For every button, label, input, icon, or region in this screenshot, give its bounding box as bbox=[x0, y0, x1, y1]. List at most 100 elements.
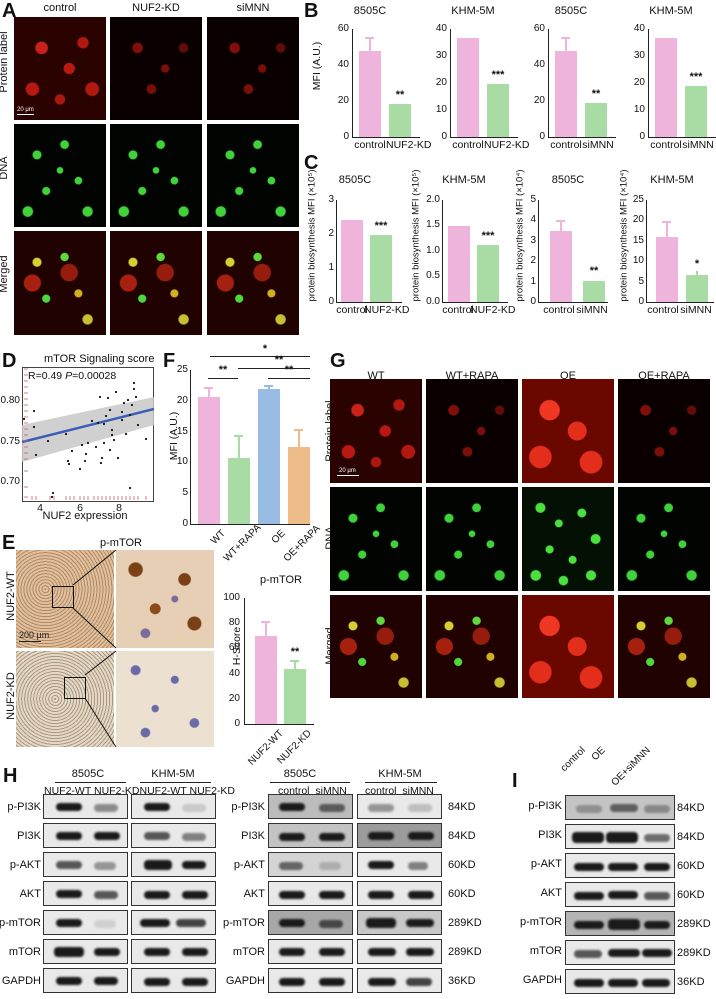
x-axis bbox=[548, 137, 616, 138]
blot-8505c-left bbox=[43, 881, 128, 906]
zoom-connector-lines bbox=[72, 550, 117, 748]
panel-a-row-protein: Protein label bbox=[0, 31, 10, 93]
bar-nuf2-kd bbox=[284, 669, 306, 724]
panel-a-image-control-protein: 20 μm bbox=[14, 17, 106, 120]
chart-title: 8505C bbox=[353, 5, 387, 17]
y-tick: 20 bbox=[632, 214, 644, 225]
kd-label: 60KD bbox=[448, 888, 476, 900]
group-underline bbox=[270, 782, 350, 784]
bar-control bbox=[359, 51, 381, 137]
y-tick: 0 bbox=[639, 131, 645, 142]
comparison-line bbox=[208, 378, 238, 380]
significance-marker: ** bbox=[589, 265, 599, 277]
group-underline bbox=[55, 782, 126, 784]
y-axis bbox=[442, 200, 443, 302]
x-label: OE+RAPA bbox=[281, 523, 323, 565]
panel-a-col-simnn: siMNN bbox=[236, 2, 270, 14]
y-tick: 0.70 bbox=[0, 476, 20, 487]
bar-treated bbox=[370, 235, 392, 302]
y-tick: 10 bbox=[435, 104, 447, 115]
significance-marker: ** bbox=[591, 88, 601, 100]
y-tick: 10 bbox=[632, 255, 644, 266]
bar-treated bbox=[685, 86, 707, 137]
i-blot bbox=[565, 911, 675, 936]
r-value: R=0.49 bbox=[28, 370, 63, 382]
i-blot bbox=[565, 969, 675, 994]
bar-control bbox=[550, 231, 572, 302]
chart-c4: protein biosynthesis MFI (×10⁴) KHM-5M 2… bbox=[612, 169, 716, 316]
panel-a-image-simnn-dna bbox=[207, 124, 299, 227]
protein-label: p-AKT bbox=[9, 859, 41, 871]
ihc-kd-lowmag bbox=[16, 651, 114, 747]
kd-label: 84KD bbox=[677, 802, 705, 814]
kd-label: 289KD bbox=[677, 947, 711, 959]
y-axis bbox=[450, 29, 451, 137]
y-axis bbox=[244, 598, 245, 724]
protein-label: GAPDH bbox=[225, 975, 265, 987]
panel-d-letter: D bbox=[2, 350, 17, 372]
y-tick: 60 bbox=[337, 23, 349, 34]
blot-khm5m-right bbox=[357, 823, 442, 848]
y-axis bbox=[190, 370, 191, 524]
panel-a-image-simnn-protein bbox=[207, 17, 299, 120]
error-cap bbox=[294, 429, 303, 431]
blot-8505c-left bbox=[43, 794, 128, 819]
x-label: control bbox=[354, 139, 386, 151]
chart-title: KHM-5M bbox=[442, 174, 486, 186]
x-axis-label: NUF2 expression bbox=[42, 510, 128, 522]
y-tick: 20 bbox=[633, 77, 645, 88]
bar-treated bbox=[487, 84, 509, 137]
y-tick: 20 bbox=[533, 95, 545, 106]
significance-marker: *** bbox=[689, 71, 703, 83]
error-bar bbox=[268, 385, 270, 389]
chart-title: p-mTOR bbox=[260, 574, 302, 586]
i-row-p-pi3k: p-PI3K 84KD bbox=[0, 795, 716, 823]
blot-8505c-right bbox=[268, 910, 353, 935]
blot-8505c-right bbox=[268, 939, 353, 964]
y-tick: 1 bbox=[328, 262, 334, 273]
blot-8505c-right bbox=[268, 968, 353, 993]
y-tick: 20 bbox=[228, 693, 240, 704]
y-tick: 0 bbox=[328, 296, 334, 307]
protein-label: AKT bbox=[243, 888, 265, 900]
significance-marker: *** bbox=[374, 220, 388, 232]
error-bar bbox=[298, 429, 300, 447]
x-tick: 8 bbox=[116, 502, 122, 514]
x-label: siMNN bbox=[682, 139, 714, 151]
panel-b-ylabel: MFI (A.U.) bbox=[311, 41, 323, 91]
x-label: WT+RAPA bbox=[221, 522, 264, 565]
x-label: siMNN bbox=[582, 139, 614, 151]
significance-marker: * bbox=[694, 258, 700, 270]
blot-khm5m-left bbox=[131, 852, 216, 877]
blot-khm5m-left bbox=[131, 794, 216, 819]
error-cap bbox=[264, 385, 273, 387]
x-axis bbox=[450, 137, 518, 138]
error-cap bbox=[261, 621, 270, 623]
x-axis bbox=[190, 524, 310, 525]
blot-row-pi3k: PI3K PI3K 84KD bbox=[0, 823, 716, 851]
panel-e-title: p-mTOR bbox=[100, 537, 142, 549]
protein-label: p-AKT bbox=[233, 859, 265, 871]
protein-label: p-PI3K bbox=[7, 801, 41, 813]
panel-g-image-oe-rapa-merged bbox=[618, 595, 710, 698]
correlation-annotation: R=0.49 P=0.00028 bbox=[28, 370, 116, 382]
panel-a-col-control: control bbox=[43, 2, 77, 14]
blot-khm5m-left bbox=[131, 968, 216, 993]
error-cap bbox=[556, 220, 565, 222]
error-cap bbox=[234, 435, 243, 437]
panel-g-image-oe-merged bbox=[522, 595, 614, 698]
chart-title: KHM-5M bbox=[451, 5, 495, 17]
y-tick: 2.0 bbox=[426, 194, 440, 205]
y-tick: 30 bbox=[633, 50, 645, 61]
i-blot bbox=[565, 882, 675, 907]
panel-g-image-wt-rapa-protein bbox=[426, 379, 518, 483]
i-blot bbox=[565, 795, 675, 820]
panel-c-letter: C bbox=[304, 152, 319, 174]
kd-label: 289KD bbox=[448, 946, 482, 958]
blot-khm5m-left bbox=[131, 823, 216, 848]
x-axis bbox=[352, 137, 420, 138]
h-group-8505c: 8505C bbox=[71, 768, 105, 780]
panel-i-letter: I bbox=[512, 770, 518, 792]
bar-control bbox=[448, 226, 470, 302]
panel-g-image-oe-rapa-dna bbox=[618, 487, 710, 591]
